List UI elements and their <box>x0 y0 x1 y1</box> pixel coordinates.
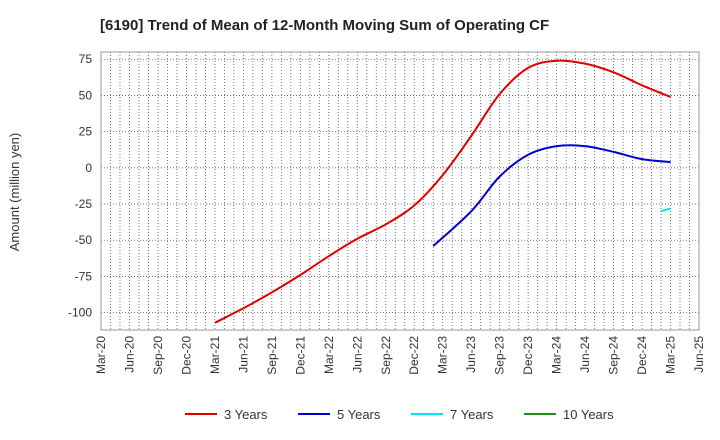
x-tick-label: Mar-25 <box>664 336 678 374</box>
x-tick-label: Jun-22 <box>350 336 364 373</box>
x-tick-label: Mar-20 <box>94 336 108 374</box>
x-tick-label: Sep-21 <box>265 336 279 375</box>
y-tick-label: -75 <box>75 269 93 283</box>
legend: 3 Years 5 Years 7 Years 10 Years <box>185 407 614 422</box>
x-tick-labels: Mar-20 Jun-20 Sep-20 Dec-20 Mar-21 Jun-21 Sep-… <box>94 336 706 375</box>
y-tick-labels: 75 50 25 0 -25 -50 -75 -100 <box>68 52 92 319</box>
series-line-5-years <box>432 144 671 247</box>
grid <box>101 52 699 330</box>
x-tick-label: Sep-20 <box>151 336 165 375</box>
legend-label-7-years: 7 Years <box>450 407 494 422</box>
y-tick-label: 0 <box>85 161 92 175</box>
y-tick-label: -100 <box>68 306 92 320</box>
series-line-3-years <box>214 59 671 324</box>
y-axis-label: Amount (million yen) <box>7 133 22 252</box>
y-tick-label: 50 <box>79 88 93 102</box>
x-tick-label: Dec-20 <box>179 336 193 375</box>
x-tick-label: Sep-22 <box>379 336 393 375</box>
x-tick-label: Sep-23 <box>493 336 507 375</box>
y-tick-label: 25 <box>79 125 93 139</box>
series-line-7-years <box>660 207 671 213</box>
y-tick-label: 75 <box>79 52 93 66</box>
x-tick-label: Dec-22 <box>407 336 421 375</box>
y-tick-label: -50 <box>75 233 93 247</box>
x-tick-label: Jun-20 <box>122 336 136 373</box>
x-tick-label: Dec-21 <box>293 336 307 375</box>
x-tick-label: Jun-21 <box>236 336 250 373</box>
y-tick-label: -25 <box>75 197 93 211</box>
x-tick-label: Mar-23 <box>436 336 450 374</box>
x-tick-label: Jun-23 <box>464 336 478 373</box>
legend-label-3-years: 3 Years <box>224 407 268 422</box>
x-tick-label: Jun-24 <box>578 336 592 373</box>
legend-label-10-years: 10 Years <box>563 407 614 422</box>
chart-title: [6190] Trend of Mean of 12-Month Moving … <box>100 17 549 34</box>
x-tick-label: Mar-22 <box>322 336 336 374</box>
x-tick-label: Dec-23 <box>521 336 535 375</box>
x-tick-label: Sep-24 <box>607 336 621 375</box>
x-tick-label: Mar-24 <box>550 336 564 374</box>
plot-frame <box>100 51 700 331</box>
x-tick-label: Jun-25 <box>692 336 706 373</box>
legend-label-5-years: 5 Years <box>337 407 381 422</box>
x-tick-label: Mar-21 <box>208 336 222 374</box>
series-lines <box>214 59 671 324</box>
x-tick-label: Dec-24 <box>635 336 649 375</box>
